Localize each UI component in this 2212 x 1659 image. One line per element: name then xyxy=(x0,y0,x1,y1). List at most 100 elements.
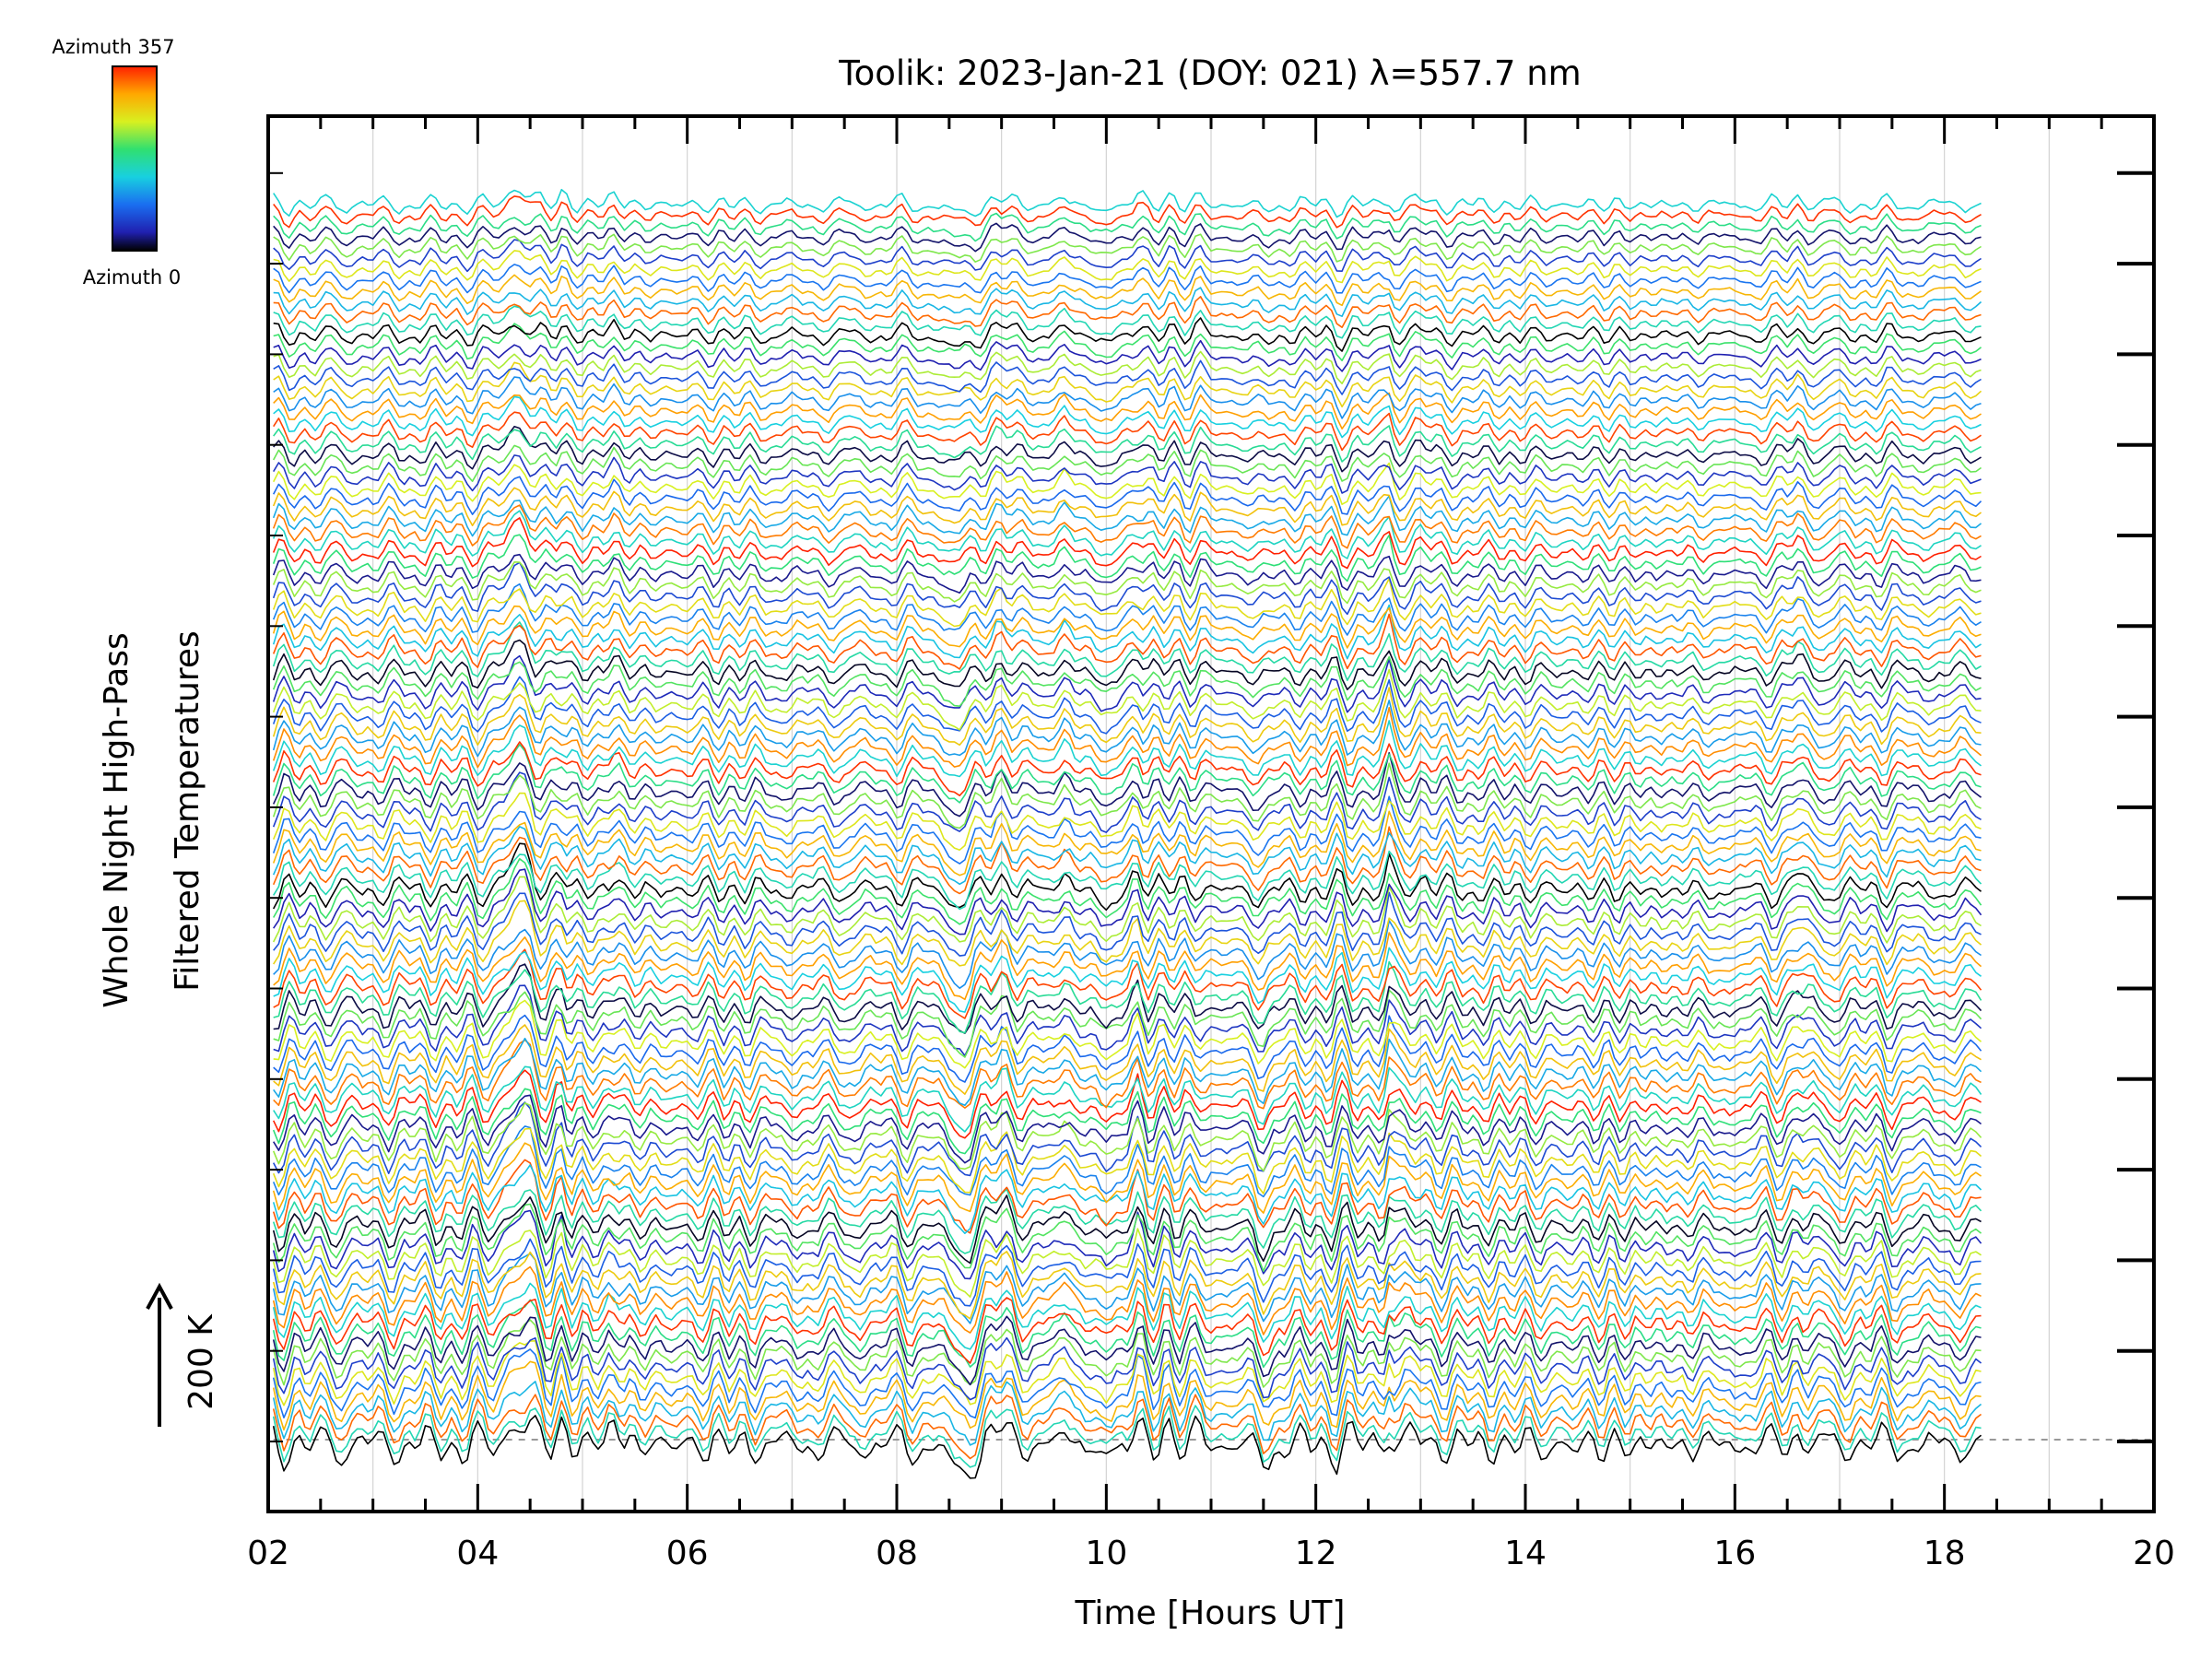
series-line xyxy=(272,1251,1982,1320)
series-line xyxy=(273,361,1983,408)
x-tick-label: 08 xyxy=(876,1535,918,1572)
series-line xyxy=(273,1065,1983,1133)
series-line xyxy=(272,687,1982,747)
x-tick-label: 06 xyxy=(666,1535,709,1572)
series-line xyxy=(272,605,1982,649)
series-line xyxy=(273,392,1982,429)
series-line xyxy=(272,1319,1982,1388)
series-line xyxy=(273,233,1982,263)
scale-label: 200 K xyxy=(182,1313,220,1410)
colorbar-top-label: Azimuth 357 xyxy=(52,36,174,58)
series-line xyxy=(272,792,1982,851)
series-line xyxy=(272,1297,1982,1364)
series-line xyxy=(272,1348,1982,1419)
series-line xyxy=(272,1088,1982,1155)
x-tick-label: 12 xyxy=(1295,1535,1337,1572)
series-line xyxy=(272,1194,1982,1265)
series-line xyxy=(272,1101,1983,1172)
series-line xyxy=(272,720,1982,778)
series-line xyxy=(273,963,1983,1034)
series-line xyxy=(272,771,1982,833)
series-line xyxy=(273,323,1982,361)
series-line xyxy=(272,1265,1982,1335)
x-tick-label: 10 xyxy=(1085,1535,1127,1572)
series-line xyxy=(273,947,1982,1013)
series-line xyxy=(273,305,1982,339)
series-line xyxy=(273,425,1982,463)
series-line xyxy=(272,578,1982,628)
series-line xyxy=(272,1125,1982,1198)
series-line xyxy=(273,425,1982,473)
series-line xyxy=(273,188,1982,218)
series-line xyxy=(273,858,1983,925)
series-line xyxy=(272,553,1982,594)
series-line xyxy=(272,676,1982,735)
series-line xyxy=(272,1253,1982,1324)
series-line xyxy=(272,700,1982,758)
series-line xyxy=(272,1315,1982,1386)
series-line xyxy=(272,1142,1982,1214)
series-line xyxy=(272,1188,1983,1254)
series-line xyxy=(272,504,1982,549)
series-line xyxy=(272,613,1982,670)
series-line xyxy=(272,826,1982,895)
series-line xyxy=(273,960,1983,1034)
series-line xyxy=(272,1282,1982,1350)
series-line xyxy=(273,1094,1982,1164)
y-axis-label-line1: Whole Night High-Pass xyxy=(98,632,135,1008)
x-axis-label: Time [Hours UT] xyxy=(1075,1594,1346,1632)
x-tick-label: 02 xyxy=(247,1535,289,1572)
series-line xyxy=(273,1039,1982,1110)
series-line xyxy=(272,1238,1982,1307)
series-line xyxy=(273,359,1982,395)
series-line xyxy=(272,1336,1982,1401)
series-line xyxy=(273,891,1982,957)
series-line xyxy=(273,395,1982,439)
series-line xyxy=(272,1415,1983,1479)
series-line xyxy=(272,741,1982,796)
series-line xyxy=(272,1299,1982,1369)
series-line xyxy=(273,339,1982,372)
series-line xyxy=(272,654,1982,713)
chart-title: Toolik: 2023-Jan-21 (DOY: 021) λ=557.7 n… xyxy=(838,53,1581,93)
series-line xyxy=(273,195,1982,229)
series-line xyxy=(272,1164,1983,1234)
series-line xyxy=(273,920,1982,989)
series-line xyxy=(272,795,1982,865)
series-line xyxy=(272,1394,1982,1460)
series-line xyxy=(272,462,1982,505)
series-line xyxy=(272,561,1982,605)
x-tick-label: 20 xyxy=(2133,1535,2175,1572)
x-tick-label: 16 xyxy=(1713,1535,1756,1572)
series-line xyxy=(272,1360,1982,1431)
x-tick-label: 14 xyxy=(1504,1535,1547,1572)
series-line xyxy=(273,984,1983,1057)
colorbar-bottom-label: Azimuth 0 xyxy=(83,266,182,288)
series-line xyxy=(272,1203,1982,1272)
series-line xyxy=(272,495,1982,537)
series-line xyxy=(272,1159,1982,1234)
series-line xyxy=(272,621,1982,681)
series-line xyxy=(273,868,1983,935)
series-line xyxy=(272,476,1983,515)
series-line xyxy=(272,604,1982,660)
series-line xyxy=(272,668,1982,731)
x-tick-labels: 02 04 06 08 10 12 14 16 18 20 xyxy=(247,1535,2175,1572)
series-line xyxy=(272,582,1982,636)
series-line xyxy=(272,762,1982,830)
series-line xyxy=(272,707,1983,769)
series-line xyxy=(273,376,1982,419)
series-line xyxy=(273,1037,1983,1106)
series-line xyxy=(272,1381,1983,1446)
series-line xyxy=(272,1405,1982,1468)
series-line xyxy=(273,317,1982,352)
series-line xyxy=(273,454,1982,494)
series-line xyxy=(272,1340,1982,1406)
colorbar xyxy=(112,65,158,252)
x-tick-label: 18 xyxy=(1924,1535,1966,1572)
series-line xyxy=(273,850,1983,911)
y-axis-label-line2: Filtered Temperatures xyxy=(169,630,206,992)
series-line xyxy=(272,510,1982,559)
series-line xyxy=(273,1014,1983,1083)
